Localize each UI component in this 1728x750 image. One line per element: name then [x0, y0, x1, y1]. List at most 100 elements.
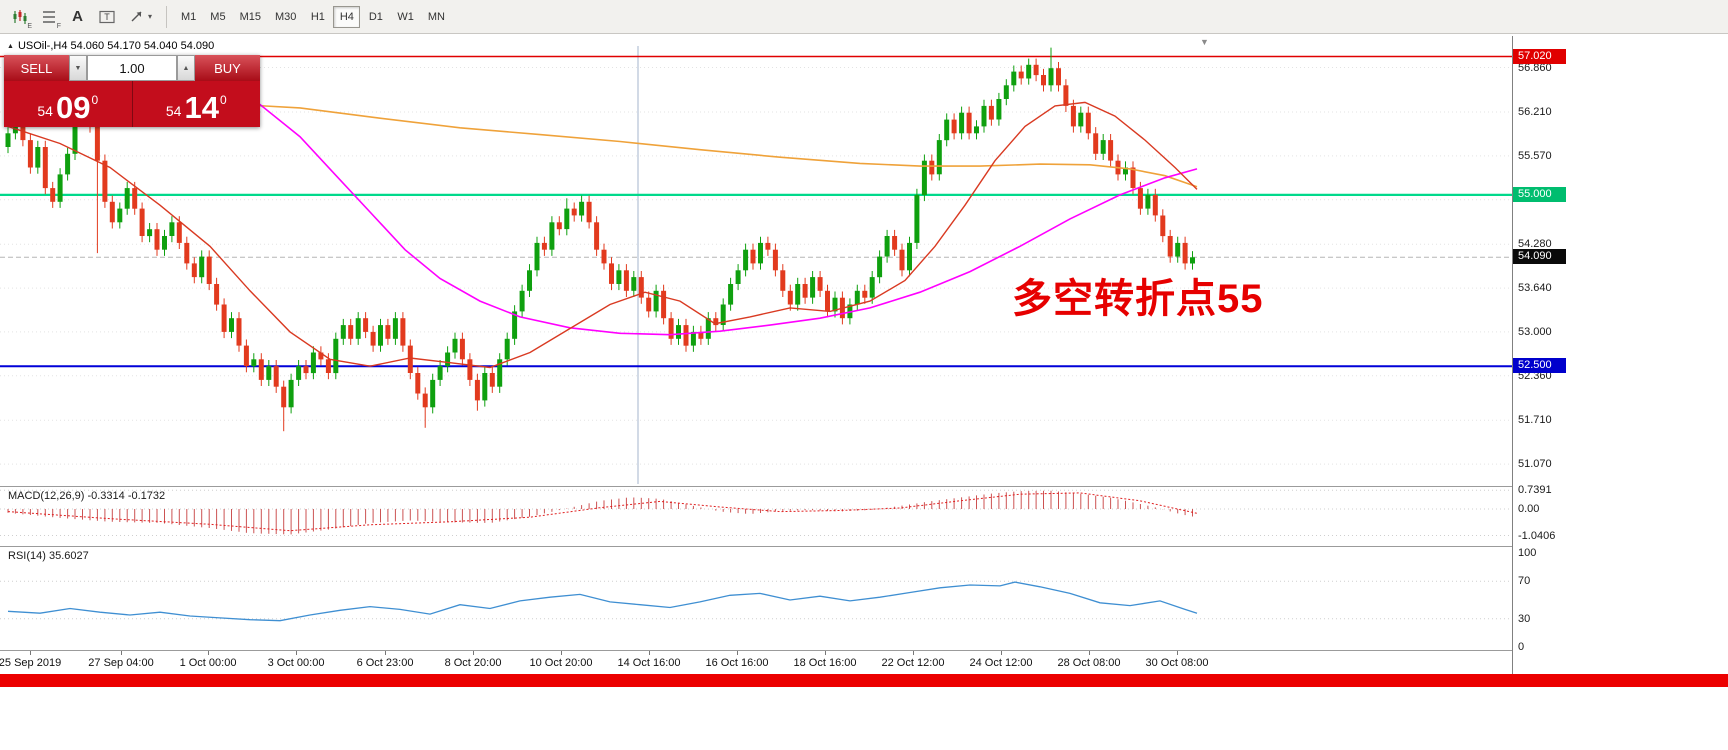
last-price-badge: 54.090 [1513, 249, 1566, 264]
volume-decrease-button[interactable]: ▼ [69, 55, 87, 81]
time-axis-label: 25 Sep 2019 [0, 657, 62, 669]
toolbar-separator [166, 5, 167, 28]
rsi-axis-label: 30 [1518, 613, 1531, 625]
time-axis-label: 8 Oct 20:00 [444, 657, 502, 669]
timeframe-m30[interactable]: M30 [274, 10, 297, 23]
time-tick [1177, 651, 1178, 655]
time-tick [737, 651, 738, 655]
time-axis-label: 27 Sep 04:00 [88, 657, 154, 669]
buy-button[interactable]: BUY [195, 55, 260, 81]
price-axis-label: 51.710 [1518, 414, 1552, 426]
icon-sub-letter: F [56, 22, 61, 30]
text-label-icon[interactable]: A [64, 4, 91, 30]
rsi-axis-label: 70 [1518, 575, 1531, 587]
indicator-list-glyph [42, 10, 55, 23]
time-tick [385, 651, 386, 655]
chart-symbol-title: ▲ USOil-,H4 54.060 54.170 54.040 54.090 [7, 40, 214, 52]
macd-panel-svg[interactable] [0, 487, 1512, 546]
price-axis-label: 55.570 [1518, 150, 1552, 162]
candlestick-tool-glyph [13, 9, 26, 24]
timeframe-h4[interactable]: H4 [333, 5, 361, 28]
panel-separator[interactable] [0, 486, 1567, 487]
time-axis-label: 3 Oct 00:00 [267, 657, 325, 669]
rsi-title: RSI(14) 35.6027 [8, 550, 89, 562]
time-axis-label: 28 Oct 08:00 [1057, 657, 1121, 669]
time-tick [473, 651, 474, 655]
time-axis-label: 10 Oct 20:00 [529, 657, 593, 669]
time-axis-label: 22 Oct 12:00 [881, 657, 945, 669]
candlestick-tool-icon[interactable]: E [6, 4, 33, 30]
letter-a-glyph: A [72, 8, 83, 25]
trade-price-row: 54 09 0 54 14 0 [4, 81, 260, 127]
time-tick [913, 651, 914, 655]
price-level-badge: 55.000 [1513, 187, 1566, 202]
sell-price-sup: 0 [91, 93, 99, 107]
trade-controls-row: SELL ▼ ▲ BUY [4, 55, 260, 81]
time-axis-label: 16 Oct 16:00 [705, 657, 769, 669]
macd-axis-label: 0.7391 [1518, 484, 1552, 496]
arrow-tools-icon[interactable]: ▾ [122, 4, 158, 30]
buy-price-main: 14 [184, 90, 219, 125]
time-tick [649, 651, 650, 655]
price-axis-label: 52.360 [1518, 370, 1552, 382]
rsi-axis-label: 100 [1518, 547, 1537, 559]
indicator-list-icon[interactable]: F [35, 4, 62, 30]
buy-price-prefix: 54 [165, 103, 182, 119]
rsi-panel-svg[interactable] [0, 547, 1512, 650]
time-axis-label: 24 Oct 12:00 [969, 657, 1033, 669]
time-tick [561, 651, 562, 655]
chart-annotation-text: 多空转折点55 [1012, 277, 1264, 321]
price-level-badge: 57.020 [1513, 49, 1566, 64]
macd-title: MACD(12,26,9) -0.3314 -0.1732 [8, 490, 166, 502]
time-axis[interactable]: 25 Sep 2019 27 Sep 04:00 1 Oct 00:00 3 Oct … [0, 650, 1512, 674]
panel-separator[interactable] [0, 546, 1567, 547]
price-axis-label: 56.210 [1518, 106, 1552, 118]
time-tick [1089, 651, 1090, 655]
symbol-ohlc-text: USOil-,H4 54.060 54.170 54.040 54.090 [17, 40, 215, 52]
text-box-glyph: T [98, 10, 115, 23]
buy-price-display[interactable]: 54 14 0 [133, 81, 261, 127]
timeframe-group: M1 M5 M15 M30 H1 H4 D1 W1 MN [174, 5, 452, 28]
time-axis-label: 14 Oct 16:00 [617, 657, 681, 669]
caret-up-icon: ▲ [182, 64, 190, 72]
timeframe-w1[interactable]: W1 [397, 10, 414, 23]
main-chart-svg [0, 46, 1512, 484]
time-tick [30, 651, 31, 655]
timeframe-h1[interactable]: H1 [310, 10, 325, 23]
macd-axis-label: 0.00 [1518, 503, 1540, 515]
sell-price-display[interactable]: 54 09 0 [4, 81, 132, 127]
chevron-down-icon: ▾ [147, 12, 152, 21]
time-axis-label: 6 Oct 23:00 [356, 657, 414, 669]
timeframe-m15[interactable]: M15 [239, 10, 261, 23]
time-tick [825, 651, 826, 655]
sell-price-main: 09 [55, 90, 91, 125]
timeframe-d1[interactable]: D1 [368, 10, 383, 23]
timeframe-m5[interactable]: M5 [210, 10, 226, 23]
caret-down-icon: ▼ [74, 64, 82, 72]
time-tick [121, 651, 122, 655]
chart-canvas[interactable] [0, 36, 1512, 486]
top-toolbar: E F A T ▾ M1 M5 M15 M30 H1 H4 [0, 0, 1728, 34]
price-divider [131, 81, 133, 127]
time-tick [208, 651, 209, 655]
buy-price-sup: 0 [219, 93, 227, 107]
sell-button[interactable]: SELL [4, 55, 69, 81]
one-click-trading-panel: SELL ▼ ▲ BUY 54 09 0 54 14 0 [4, 55, 260, 127]
timeframe-m1[interactable]: M1 [181, 10, 197, 23]
price-axis-label: 54.280 [1518, 238, 1552, 250]
panel-separator[interactable] [0, 650, 1567, 651]
price-level-badge: 52.500 [1513, 358, 1566, 373]
bottom-red-bar [0, 674, 1728, 687]
text-box-icon[interactable]: T [93, 4, 120, 30]
timeframe-mn[interactable]: MN [427, 10, 445, 23]
volume-increase-button[interactable]: ▲ [177, 55, 195, 81]
time-tick [296, 651, 297, 655]
volume-input[interactable] [87, 55, 177, 81]
time-tick [1001, 651, 1002, 655]
triangle-up-icon: ▲ [7, 42, 14, 50]
scroll-marker-icon: ▼ [1200, 37, 1209, 47]
price-axis[interactable]: 56.860 56.210 55.570 54.280 53.640 53.000 52.3… [1512, 36, 1568, 674]
time-axis-label: 18 Oct 16:00 [793, 657, 857, 669]
icon-sub-letter: E [27, 22, 32, 30]
